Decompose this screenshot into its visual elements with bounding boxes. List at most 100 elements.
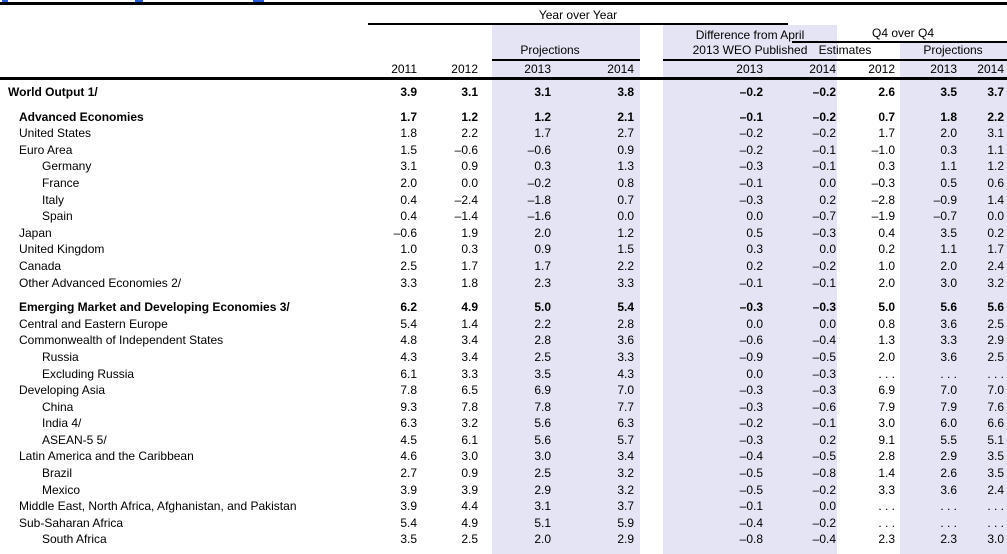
cell-2013-col8: 3.6 (940, 482, 957, 497)
cell-2013-col3: 5.6 (534, 416, 551, 431)
cell-2013-col3: –1.8 (527, 192, 551, 207)
cell-2014-col6: –0.1 (812, 159, 836, 174)
cell-2011-col1: 6.1 (400, 366, 417, 381)
cell-2011-col1: 3.9 (400, 499, 417, 514)
cell-2014-col4: 3.6 (617, 333, 634, 348)
cell-2011-col1: 4.5 (400, 432, 417, 447)
cell-2012-col2: 0.3 (461, 242, 478, 257)
table-row: Euro Area 1.5 –0.6 –0.6 0.9 –0.2 –0.1 –1.0 0.3 1.… (0, 142, 1007, 159)
cell-2014-col9: 1.4 (987, 192, 1004, 207)
cell-2014-col6: 0.0 (819, 316, 836, 331)
cell-2013-col5: 0.0 (746, 366, 763, 381)
year-header-2011: 2011 (391, 62, 417, 76)
cell-2011-col1: 1.0 (400, 242, 417, 257)
cell-2013-col5: –0.6 (739, 333, 763, 348)
cell-2013-col5: –0.4 (739, 515, 763, 530)
cell-2011-col1: 4.3 (400, 349, 417, 364)
row-label: ASEAN-5 5/ (42, 432, 107, 447)
cell-2014-col6: –0.3 (812, 300, 836, 315)
row-label: Central and Eastern Europe (19, 316, 168, 331)
cell-2013-col3: 5.1 (534, 515, 551, 530)
cell-2011-col1: 2.5 (400, 258, 417, 273)
estimates-projections-underline (792, 59, 1007, 61)
cell-2014-col9: 2.9 (987, 333, 1004, 348)
cell-2013-col8: 1.8 (940, 109, 957, 124)
cell-2014-col4: 0.9 (617, 142, 634, 157)
cell-2012-col2: 3.4 (461, 333, 478, 348)
cell-2012-col2: 1.8 (461, 275, 478, 290)
cell-2014-col6: 0.0 (819, 175, 836, 190)
subheader-projections-q4: Projections (923, 43, 983, 57)
table-row: France 2.0 0.0 –0.2 0.8 –0.1 0.0 –0.3 0.5 0.6 (0, 175, 1007, 192)
cell-2011-col1: 1.7 (400, 109, 417, 124)
cell-2013-col8: 3.6 (940, 316, 957, 331)
cell-2013-col8: 2.0 (940, 258, 957, 273)
table-row: Italy 0.4 –2.4 –1.8 0.7 –0.3 0.2 –2.8 –0.9 1.4 (0, 192, 1007, 209)
cell-2013-col8: 1.1 (940, 242, 957, 257)
cell-2014-col6: –0.2 (812, 258, 836, 273)
cell-2012-col2: 4.9 (461, 515, 478, 530)
cell-2012-col7: 1.7 (878, 126, 895, 141)
highlight-band-difference (663, 25, 837, 554)
cell-2014-col4: 3.3 (617, 349, 634, 364)
cell-2013-col3: 2.3 (534, 275, 551, 290)
cell-2013-col3: 2.5 (534, 349, 551, 364)
cell-2013-col5: –0.5 (739, 466, 763, 481)
cell-2011-col1: 1.8 (400, 126, 417, 141)
table-row: Latin America and the Caribbean 4.6 3.0 3.0… (0, 448, 1007, 465)
table-row: China 9.3 7.8 7.8 7.7 –0.3 –0.6 7.9 7.9 7.6 (0, 399, 1007, 416)
cell-2012-col2: 1.2 (461, 109, 478, 124)
cell-2014-col9: 3.1 (987, 126, 1004, 141)
cell-2014-col4: 3.3 (617, 275, 634, 290)
table-row: Japan –0.6 1.9 2.0 1.2 0.5 –0.3 0.4 3.5 0.2 (0, 225, 1007, 242)
row-label: Brazil (42, 466, 73, 481)
year-header-2012-q4: 2012 (868, 62, 895, 76)
cell-2014-col4: 4.3 (617, 366, 634, 381)
cell-2012-col7: 0.8 (878, 316, 895, 331)
cell-2013-col3: 1.2 (534, 109, 551, 124)
cell-2012-col7: –1.9 (871, 209, 895, 224)
cell-2014-col9: . . . (987, 366, 1004, 381)
cell-2014-col4: 7.7 (617, 399, 634, 414)
table-row: Canada 2.5 1.7 1.7 2.2 0.2 –0.2 1.0 2.0 2.4 (0, 258, 1007, 275)
cell-2013-col8: 7.9 (940, 399, 957, 414)
table-row: United States 1.8 2.2 1.7 2.7 –0.2 –0.2 1.7 2.0 3… (0, 125, 1007, 142)
table-row: Commonwealth of Independent States 4.8 3.4… (0, 332, 1007, 349)
cell-2012-col7: 0.4 (878, 225, 895, 240)
cell-2013-col3: 2.0 (534, 532, 551, 547)
subheader-projections-yoy: Projections (520, 43, 580, 57)
cell-2012-col2: 1.7 (461, 258, 478, 273)
cell-2013-col8: 0.5 (940, 175, 957, 190)
cell-2014-col6: –0.3 (812, 225, 836, 240)
cell-2014-col9: 7.0 (987, 383, 1004, 398)
cell-2012-col2: 6.5 (461, 383, 478, 398)
cell-2014-col9: 3.0 (987, 532, 1004, 547)
cell-2013-col3: 3.0 (534, 449, 551, 464)
cell-2012-col2: 2.2 (461, 126, 478, 141)
cell-2014-col4: 3.2 (617, 466, 634, 481)
row-label: Emerging Market and Developing Economies… (19, 300, 290, 315)
cell-2013-col8: –0.7 (933, 209, 957, 224)
cell-2011-col1: 6.3 (400, 416, 417, 431)
cell-2014-col4: 1.3 (617, 159, 634, 174)
cell-2012-col2: 4.4 (461, 499, 478, 514)
cell-2012-col2: 3.1 (461, 85, 478, 99)
year-header-2013-proj: 2013 (524, 62, 551, 76)
year-header-row: 2011 2012 2013 2014 2013 2014 2012 2013 … (0, 61, 1007, 77)
cell-2012-col7: 1.0 (878, 258, 895, 273)
cell-2012-col2: 6.1 (461, 432, 478, 447)
cell-2012-col7: 5.0 (878, 300, 895, 315)
cell-2014-col6: –0.4 (812, 333, 836, 348)
cell-2014-col4: 2.1 (617, 109, 634, 124)
cell-2012-col2: 7.8 (461, 399, 478, 414)
cell-2012-col7: 7.9 (878, 399, 895, 414)
cell-2011-col1: 3.3 (400, 275, 417, 290)
cell-2014-col6: –0.5 (812, 449, 836, 464)
cell-2012-col7: 3.0 (878, 416, 895, 431)
cell-2014-col9: 5.1 (987, 432, 1004, 447)
cell-2013-col8: 3.0 (940, 275, 957, 290)
col-group-q4-over-q4: Q4 over Q4 (871, 26, 935, 40)
cell-2013-col8: . . . (940, 499, 957, 514)
cell-2014-col6: 0.0 (819, 242, 836, 257)
cell-2011-col1: 3.5 (400, 532, 417, 547)
